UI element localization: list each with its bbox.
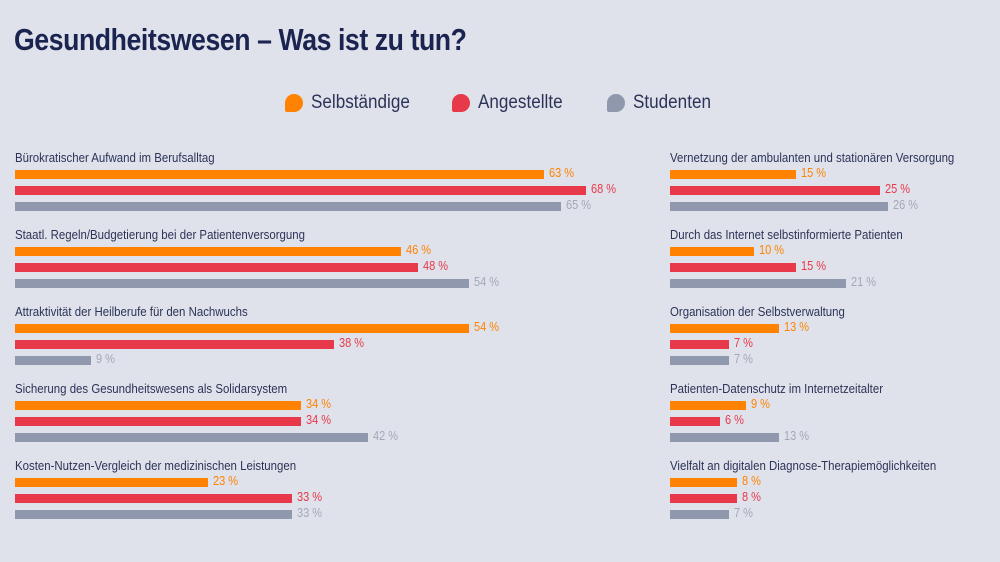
legend-item-angestellte: Angestellte (452, 92, 572, 114)
bar-angestellte (670, 263, 796, 272)
value-label: 7 % (733, 506, 753, 520)
value-label: 33 % (297, 490, 323, 504)
value-label: 48 % (423, 259, 449, 273)
bar-angestellte (670, 417, 721, 426)
bar-studenten (670, 356, 729, 365)
category-label: Bürokratischer Aufwand im Berufsalltag (15, 150, 215, 165)
value-label: 26 % (893, 198, 919, 212)
value-label: 33 % (297, 506, 323, 520)
category-label: Sicherung des Gesundheitswesens als Soli… (15, 381, 288, 396)
bar-angestellte (15, 494, 293, 503)
value-label: 54 % (473, 320, 499, 334)
category-label: Organisation der Selbstverwaltung (670, 304, 845, 319)
bar-angestellte (670, 494, 738, 503)
category-label: Patienten-Datenschutz im Internetzeitalt… (670, 381, 884, 396)
bar-studenten (670, 510, 729, 519)
value-label: 34 % (305, 413, 331, 427)
value-label: 9 % (750, 397, 770, 411)
category-label: Vernetzung der ambulanten und stationäre… (670, 150, 955, 165)
value-label: 15 % (801, 166, 827, 180)
value-label: 6 % (725, 413, 745, 427)
bar-studenten (15, 202, 561, 211)
bar-selbständige (670, 247, 754, 256)
bar-angestellte (15, 186, 587, 195)
bar-studenten (670, 433, 780, 442)
legend-label: Angestellte (478, 92, 563, 113)
bar-selbständige (15, 478, 209, 487)
value-label: 54 % (473, 275, 499, 289)
bar-studenten (15, 279, 469, 288)
value-label: 9 % (95, 352, 115, 366)
category-label: Durch das Internet selbstinformierte Pat… (670, 227, 903, 242)
speech-bubble-icon (285, 94, 303, 112)
bar-angestellte (15, 417, 301, 426)
speech-bubble-icon (452, 94, 470, 112)
category-label: Staatl. Regeln/Budgetierung bei der Pati… (15, 227, 306, 242)
chart-title: Gesundheitswesen – Was ist zu tun? (14, 22, 467, 57)
bar-selbständige (670, 170, 796, 179)
value-label: 63 % (549, 166, 575, 180)
value-label: 23 % (213, 474, 239, 488)
bar-selbständige (15, 324, 469, 333)
value-label: 38 % (339, 336, 365, 350)
bar-studenten (670, 279, 847, 288)
bar-studenten (670, 202, 889, 211)
bar-angestellte (15, 340, 335, 349)
value-label: 10 % (759, 243, 785, 257)
value-label: 21 % (851, 275, 877, 289)
bar-selbständige (15, 247, 402, 256)
value-label: 65 % (566, 198, 592, 212)
value-label: 13 % (784, 429, 810, 443)
bar-selbständige (15, 401, 301, 410)
value-label: 68 % (591, 182, 617, 196)
legend-label: Studenten (633, 92, 711, 113)
value-label: 25 % (885, 182, 911, 196)
bar-angestellte (670, 186, 880, 195)
bar-selbständige (670, 324, 780, 333)
legend-item-studenten: Studenten (607, 92, 720, 114)
bar-angestellte (670, 340, 729, 349)
category-label: Attraktivität der Heilberufe für den Nac… (15, 304, 248, 319)
legend-item-selbständige: Selbständige (285, 92, 421, 114)
category-label: Kosten-Nutzen-Vergleich der medizinische… (15, 458, 297, 473)
value-label: 8 % (742, 490, 762, 504)
speech-bubble-icon (607, 94, 625, 112)
category-label: Vielfalt an digitalen Diagnose-Therapiem… (670, 458, 937, 473)
bar-selbständige (15, 170, 545, 179)
bar-selbständige (670, 401, 746, 410)
value-label: 46 % (406, 243, 432, 257)
legend-label: Selbständige (311, 92, 410, 113)
value-label: 7 % (733, 336, 753, 350)
value-label: 15 % (801, 259, 827, 273)
bar-selbständige (670, 478, 738, 487)
value-label: 34 % (305, 397, 331, 411)
bar-studenten (15, 433, 368, 442)
legend: Selbständige Angestellte Studenten (0, 92, 1000, 122)
bar-studenten (15, 356, 91, 365)
value-label: 13 % (784, 320, 810, 334)
value-label: 42 % (372, 429, 398, 443)
value-label: 8 % (742, 474, 762, 488)
bar-studenten (15, 510, 293, 519)
value-label: 7 % (733, 352, 753, 366)
bar-angestellte (15, 263, 419, 272)
